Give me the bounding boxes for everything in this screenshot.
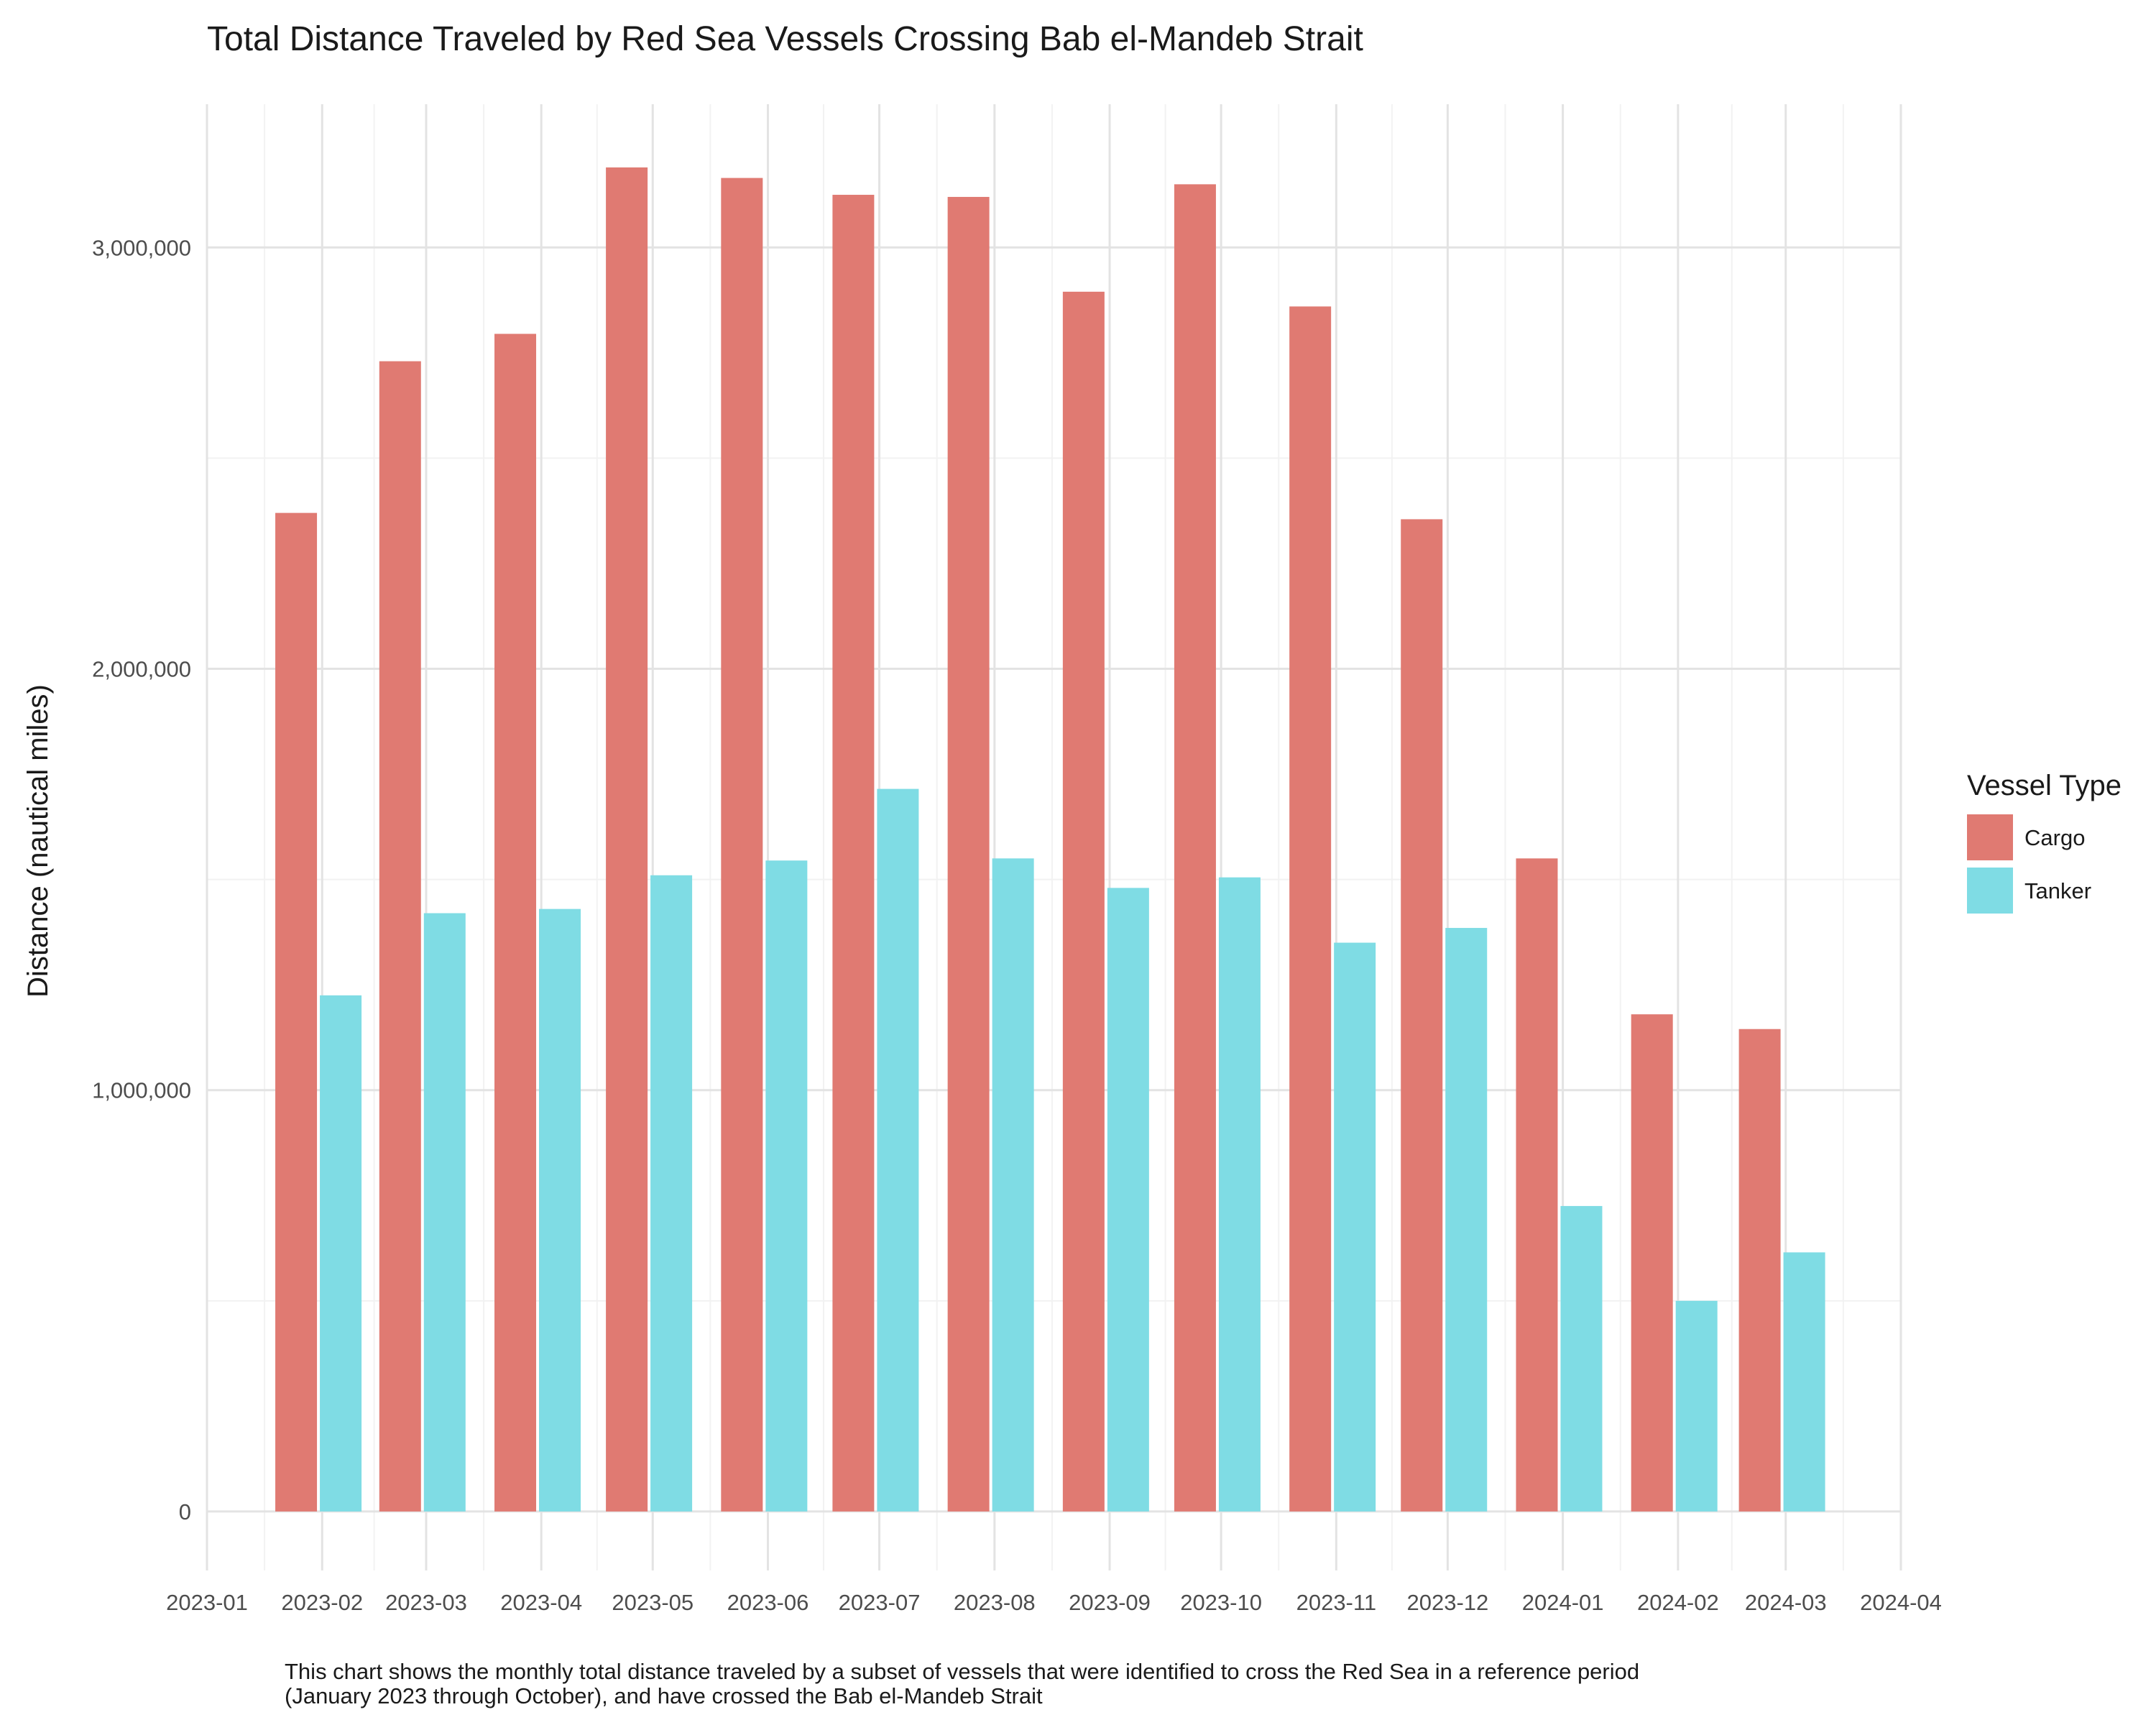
bar-cargo (606, 167, 648, 1512)
x-tick-label: 2024-02 (1637, 1590, 1719, 1615)
y-axis-title: Distance (nautical miles) (22, 684, 54, 998)
x-tick-label: 2023-06 (727, 1590, 809, 1615)
bar-cargo (1062, 291, 1105, 1512)
bar-tanker (765, 860, 808, 1512)
x-tick-label: 2023-05 (612, 1590, 694, 1615)
x-tick-label: 2023-02 (281, 1590, 363, 1615)
bar-cargo (1631, 1014, 1673, 1512)
x-tick-label: 2023-03 (385, 1590, 467, 1615)
bar-cargo (1289, 306, 1332, 1512)
x-tick-label: 2023-01 (166, 1590, 248, 1615)
bar-tanker (877, 788, 919, 1512)
bar-cargo (947, 196, 990, 1512)
bar-cargo (494, 334, 537, 1512)
legend-title: Vessel Type (1967, 770, 2122, 801)
x-tick-label: 2024-04 (1860, 1590, 1942, 1615)
bar-cargo (1401, 519, 1443, 1512)
bar-tanker (1560, 1205, 1603, 1512)
x-tick-label: 2023-08 (954, 1590, 1036, 1615)
bar-tanker (992, 858, 1034, 1512)
bar-tanker (650, 875, 693, 1512)
bar-cargo (1738, 1029, 1781, 1512)
bar-tanker (423, 913, 466, 1512)
bar-cargo (721, 178, 763, 1512)
y-axis-ticks: 0 1,000,000 2,000,000 3,000,000 (92, 235, 191, 1524)
bar-tanker (1218, 877, 1261, 1512)
x-tick-label: 2024-03 (1745, 1590, 1827, 1615)
y-tick-label: 1,000,000 (92, 1078, 191, 1103)
legend: Vessel Type Cargo Tanker (1967, 770, 2122, 914)
legend-label-tanker: Tanker (2024, 878, 2091, 903)
bar-tanker (1783, 1252, 1825, 1512)
bar-tanker (1107, 888, 1149, 1512)
x-tick-label: 2023-04 (500, 1590, 582, 1615)
bar-cargo (275, 512, 318, 1512)
bar-cargo (1174, 184, 1216, 1512)
caption-line-1: This chart shows the monthly total dista… (285, 1659, 1639, 1684)
bar-tanker (1445, 928, 1488, 1512)
legend-key-cargo (1967, 814, 2013, 860)
x-tick-label: 2023-10 (1180, 1590, 1262, 1615)
bar-tanker (539, 908, 581, 1512)
y-tick-label: 2,000,000 (92, 657, 191, 682)
chart-title: Total Distance Traveled by Red Sea Vesse… (207, 20, 1363, 58)
x-tick-label: 2023-12 (1407, 1590, 1489, 1615)
legend-key-tanker (1967, 868, 2013, 914)
bar-cargo (1516, 858, 1558, 1512)
bar-tanker (1675, 1300, 1718, 1512)
bar-cargo (379, 361, 421, 1512)
bar-tanker (320, 995, 362, 1512)
x-tick-label: 2024-01 (1522, 1590, 1604, 1615)
legend-label-cargo: Cargo (2024, 825, 2085, 850)
x-tick-label: 2023-11 (1296, 1590, 1376, 1615)
x-axis-ticks: 2023-01 2023-02 2023-03 2023-04 2023-05 2023-… (166, 1590, 1942, 1615)
y-tick-label: 0 (179, 1499, 191, 1524)
bars (275, 167, 1825, 1512)
caption-line-2: (January 2023 through October), and have… (285, 1683, 1043, 1708)
caption: This chart shows the monthly total dista… (285, 1659, 1639, 1708)
bar-cargo (832, 195, 875, 1512)
x-tick-label: 2023-07 (839, 1590, 921, 1615)
bar-tanker (1334, 942, 1376, 1512)
y-tick-label: 3,000,000 (92, 235, 191, 260)
x-tick-label: 2023-09 (1069, 1590, 1151, 1615)
